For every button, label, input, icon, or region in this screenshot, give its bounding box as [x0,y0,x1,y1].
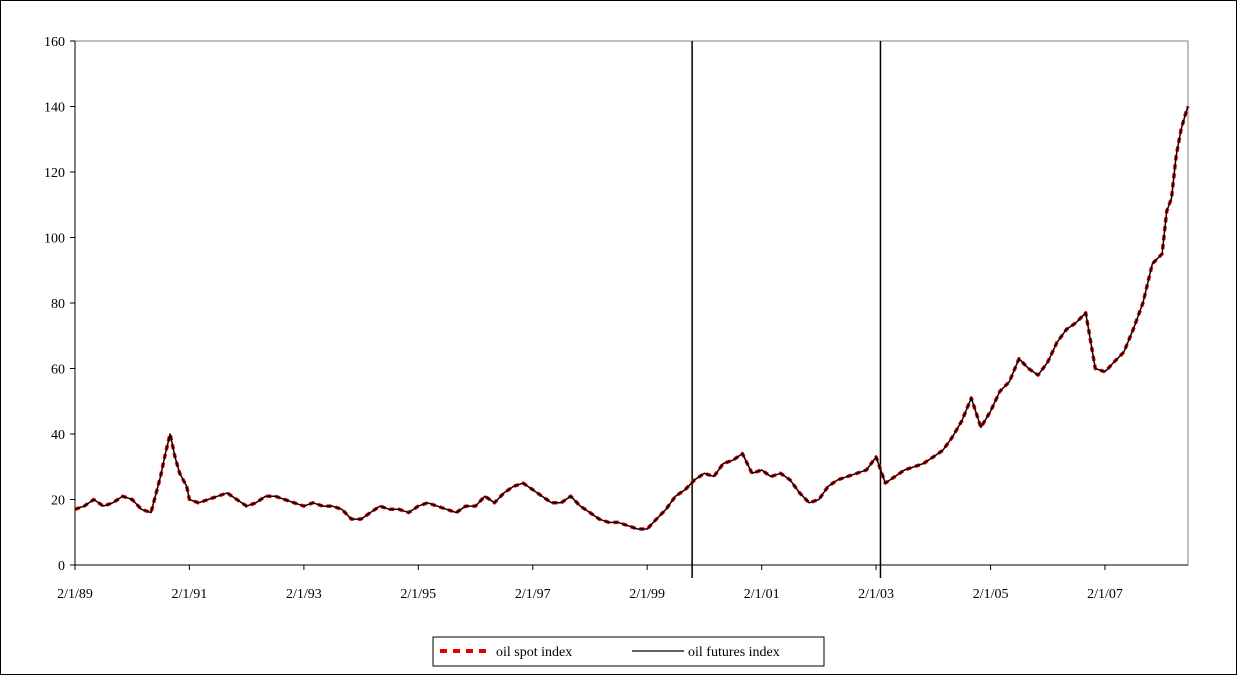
vertical-markers [691,41,882,578]
x-tick-label: 2/1/99 [629,587,665,602]
legend-futures-label: oil futures index [688,645,780,660]
x-tick-label: 2/1/01 [744,587,780,602]
y-tick-label: 160 [44,35,65,50]
x-tick-label: 2/1/95 [400,587,436,602]
y-tick-label: 100 [44,232,65,247]
x-tick-label: 2/1/93 [286,587,322,602]
legend-spot-label: oil spot index [496,645,572,660]
x-tick-label: 2/1/91 [171,587,207,602]
y-tick-label: 140 [44,101,65,116]
y-tick-label: 80 [51,297,65,312]
x-tick-label: 2/1/07 [1087,587,1123,602]
y-tick-label: 40 [51,428,65,443]
x-tick-label: 2/1/03 [858,587,894,602]
x-tick-label: 2/1/89 [57,587,93,602]
legend-box [432,636,825,667]
y-axis: 0 20 40 60 80 100 120 140 160 [44,35,76,574]
x-axis: 2/1/89 2/1/91 2/1/93 2/1/95 2/1/97 2/1/99 2/1/… [57,564,1188,602]
legend: oil spot index oil futures index [432,636,825,667]
series-line-oil-futures-index [74,106,1189,530]
y-tick-label: 120 [44,166,65,181]
y-tick-label: 20 [51,494,65,509]
y-tick-label: 60 [51,363,65,378]
x-tick-label: 2/1/97 [515,587,551,602]
x-tick-label: 2/1/05 [973,587,1009,602]
series-layer [74,105,1190,531]
y-tick-label: 0 [58,559,65,574]
